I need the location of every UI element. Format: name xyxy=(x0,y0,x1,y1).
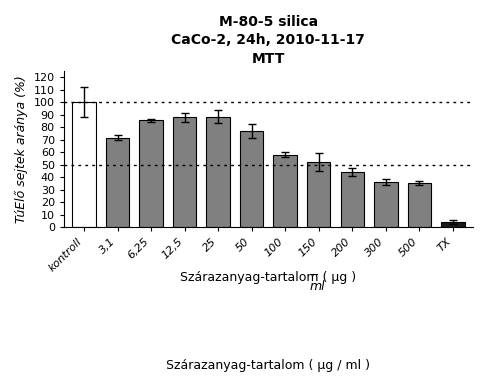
Text: Szárazanyag-tartalom ( μg ): Szárazanyag-tartalom ( μg ) xyxy=(181,271,357,284)
Bar xyxy=(441,222,465,227)
Bar xyxy=(407,183,431,227)
Y-axis label: TúElő sejtek aránya (%): TúElő sejtek aránya (%) xyxy=(15,75,28,223)
Bar xyxy=(72,102,96,227)
Bar xyxy=(206,117,230,227)
Bar xyxy=(173,117,196,227)
Bar xyxy=(240,131,264,227)
Bar xyxy=(341,172,364,227)
Text: ml: ml xyxy=(310,280,325,293)
Bar xyxy=(139,120,163,227)
Text: Szárazanyag-tartalom ( μg / ml ): Szárazanyag-tartalom ( μg / ml ) xyxy=(166,359,370,372)
Title: M-80-5 silica
CaCo-2, 24h, 2010-11-17
MTT: M-80-5 silica CaCo-2, 24h, 2010-11-17 MT… xyxy=(171,15,366,66)
Bar xyxy=(307,162,330,227)
Bar xyxy=(273,155,297,227)
Bar xyxy=(374,182,398,227)
Bar xyxy=(106,138,129,227)
